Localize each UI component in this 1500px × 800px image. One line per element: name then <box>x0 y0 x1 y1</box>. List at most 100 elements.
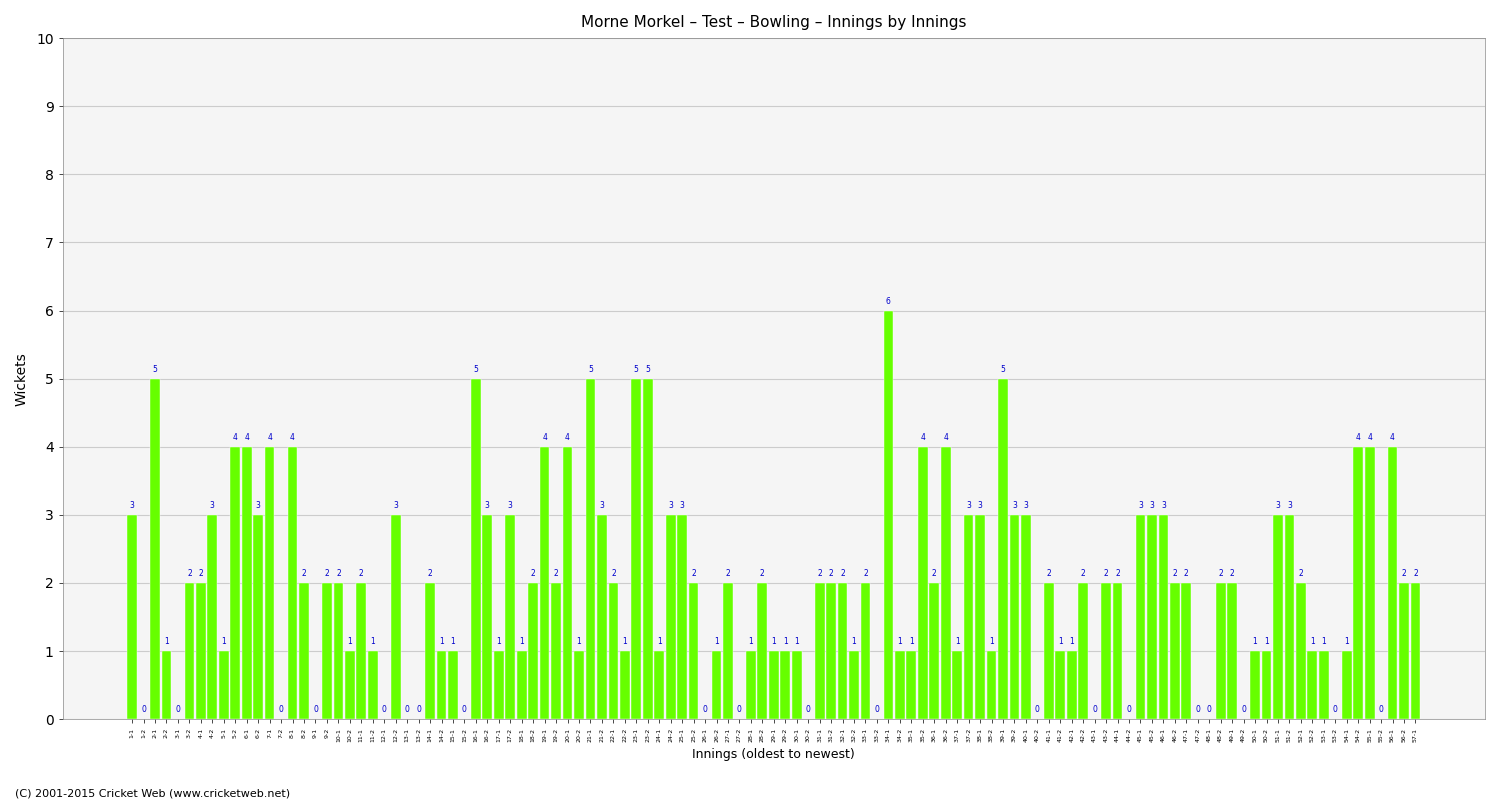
Bar <box>1044 583 1053 719</box>
Bar <box>1284 515 1294 719</box>
Bar <box>266 446 274 719</box>
Text: 2: 2 <box>336 569 340 578</box>
Bar <box>585 378 596 719</box>
Bar <box>436 651 447 719</box>
Text: 3: 3 <box>966 501 970 510</box>
Bar <box>184 583 195 719</box>
Text: 4: 4 <box>921 433 926 442</box>
Bar <box>550 583 561 719</box>
Bar <box>196 583 206 719</box>
Text: 1: 1 <box>1344 638 1348 646</box>
Text: 1: 1 <box>909 638 914 646</box>
Text: 3: 3 <box>978 501 982 510</box>
Text: 2: 2 <box>1413 569 1418 578</box>
Bar <box>906 651 916 719</box>
Text: 3: 3 <box>680 501 684 510</box>
Bar <box>368 651 378 719</box>
Y-axis label: Wickets: Wickets <box>15 352 28 406</box>
Text: 0: 0 <box>279 706 284 714</box>
Bar <box>574 651 584 719</box>
Bar <box>815 583 825 719</box>
Text: 0: 0 <box>382 706 387 714</box>
Bar <box>998 378 1008 719</box>
Text: 5: 5 <box>474 365 478 374</box>
Bar <box>1388 446 1398 719</box>
Text: 1: 1 <box>714 638 718 646</box>
Text: 2: 2 <box>1218 569 1222 578</box>
Text: 3: 3 <box>255 501 261 510</box>
Text: 1: 1 <box>956 638 960 646</box>
Bar <box>288 446 297 719</box>
Bar <box>322 583 332 719</box>
Bar <box>1148 515 1156 719</box>
Bar <box>1296 583 1306 719</box>
Text: 1: 1 <box>1252 638 1257 646</box>
Text: 0: 0 <box>736 706 742 714</box>
Bar <box>770 651 778 719</box>
Text: 2: 2 <box>427 569 432 578</box>
Text: 2: 2 <box>1104 569 1108 578</box>
Text: 2: 2 <box>828 569 834 578</box>
Text: 0: 0 <box>1208 706 1212 714</box>
Text: 2: 2 <box>531 569 536 578</box>
Bar <box>424 583 435 719</box>
Text: 1: 1 <box>1310 638 1314 646</box>
Text: 2: 2 <box>692 569 696 578</box>
Bar <box>1101 583 1112 719</box>
Text: 2: 2 <box>302 569 306 578</box>
Text: 5: 5 <box>588 365 592 374</box>
Bar <box>1056 651 1065 719</box>
Text: 2: 2 <box>554 569 558 578</box>
Bar <box>940 446 951 719</box>
Title: Morne Morkel – Test – Bowling – Innings by Innings: Morne Morkel – Test – Bowling – Innings … <box>580 15 966 30</box>
Bar <box>219 651 228 719</box>
Text: 1: 1 <box>519 638 524 646</box>
Bar <box>562 446 573 719</box>
Text: 0: 0 <box>1334 706 1338 714</box>
Bar <box>688 583 699 719</box>
Bar <box>448 651 458 719</box>
Bar <box>1250 651 1260 719</box>
Bar <box>540 446 549 719</box>
Bar <box>162 651 171 719</box>
Text: 0: 0 <box>1378 706 1383 714</box>
Bar <box>644 378 652 719</box>
Bar <box>884 310 894 719</box>
Text: 3: 3 <box>1023 501 1029 510</box>
Text: 1: 1 <box>748 638 753 646</box>
Text: 5: 5 <box>1000 365 1005 374</box>
Bar <box>861 583 870 719</box>
Text: 2: 2 <box>862 569 868 578</box>
Text: 2: 2 <box>1401 569 1407 578</box>
Text: 1: 1 <box>852 638 856 646</box>
Bar <box>780 651 790 719</box>
Bar <box>758 583 766 719</box>
Text: 4: 4 <box>542 433 548 442</box>
Text: 4: 4 <box>566 433 570 442</box>
Bar <box>1318 651 1329 719</box>
Text: 1: 1 <box>496 638 501 646</box>
Bar <box>1113 583 1122 719</box>
Text: 3: 3 <box>1287 501 1292 510</box>
Text: 6: 6 <box>886 297 891 306</box>
Text: 1: 1 <box>795 638 800 646</box>
Text: 4: 4 <box>244 433 249 442</box>
Bar <box>333 583 344 719</box>
Text: 3: 3 <box>1275 501 1281 510</box>
Bar <box>918 446 927 719</box>
Bar <box>1227 583 1238 719</box>
Bar <box>930 583 939 719</box>
Bar <box>975 515 986 719</box>
Text: 1: 1 <box>348 638 352 646</box>
Bar <box>792 651 801 719</box>
Text: 3: 3 <box>484 501 490 510</box>
Text: 2: 2 <box>1184 569 1188 578</box>
Bar <box>746 651 756 719</box>
Text: 1: 1 <box>370 638 375 646</box>
Text: 1: 1 <box>1322 638 1326 646</box>
Bar <box>1216 583 1225 719</box>
Text: 0: 0 <box>1092 706 1096 714</box>
Bar <box>128 515 136 719</box>
Text: 2: 2 <box>1114 569 1120 578</box>
Bar <box>837 583 848 719</box>
